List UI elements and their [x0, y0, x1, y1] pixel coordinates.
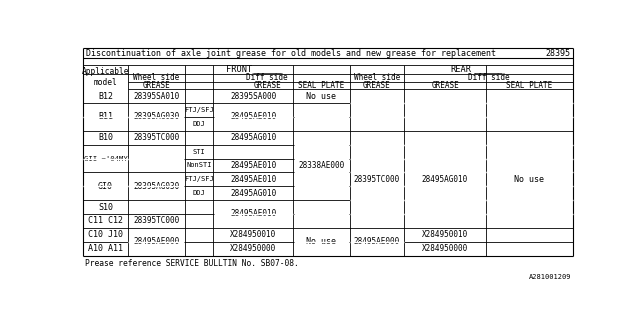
- Text: 28395AG030: 28395AG030: [133, 182, 179, 191]
- Text: X284950000: X284950000: [422, 244, 468, 253]
- Text: 28395: 28395: [545, 49, 571, 58]
- Text: B12: B12: [98, 92, 113, 101]
- Text: B10: B10: [98, 133, 113, 142]
- Text: 28495AG010: 28495AG010: [230, 133, 276, 142]
- Text: S10: S10: [98, 203, 113, 212]
- Text: 28495AE000: 28495AE000: [133, 237, 179, 246]
- Text: SEAL PLATE: SEAL PLATE: [298, 81, 344, 90]
- Text: FTJ/SFJ: FTJ/SFJ: [184, 176, 214, 182]
- Text: GREASE: GREASE: [253, 81, 281, 90]
- Text: DDJ: DDJ: [193, 121, 205, 127]
- Text: Wheel side: Wheel side: [354, 73, 400, 82]
- Text: FRONT: FRONT: [226, 65, 252, 74]
- Text: No use: No use: [307, 237, 337, 246]
- Text: Applicable
model: Applicable model: [82, 67, 129, 87]
- Text: B11: B11: [98, 112, 113, 121]
- Text: GII ~'04MY: GII ~'04MY: [84, 156, 127, 162]
- Text: GI0: GI0: [98, 182, 113, 191]
- Text: No use: No use: [515, 175, 545, 184]
- Text: FTJ/SFJ: FTJ/SFJ: [184, 107, 214, 113]
- Text: SEAL PLATE: SEAL PLATE: [506, 81, 552, 90]
- Text: GREASE: GREASE: [431, 81, 459, 90]
- Text: 28395SA000: 28395SA000: [230, 92, 276, 101]
- Text: 28495AG010: 28495AG010: [422, 175, 468, 184]
- Text: C10 J10: C10 J10: [88, 230, 123, 239]
- Text: 28395SA010: 28395SA010: [133, 92, 179, 101]
- Text: 28338AE000: 28338AE000: [298, 161, 344, 170]
- Text: Discontinuation of axle joint grease for old models and new grease for replaceme: Discontinuation of axle joint grease for…: [86, 49, 496, 58]
- Text: X284950010: X284950010: [230, 230, 276, 239]
- Text: A10 A11: A10 A11: [88, 244, 123, 253]
- Text: NonSTI: NonSTI: [186, 163, 212, 168]
- Text: 28495AE010: 28495AE010: [230, 161, 276, 170]
- Text: 28395TC000: 28395TC000: [133, 216, 179, 225]
- Text: C11 C12: C11 C12: [88, 216, 123, 225]
- Text: X284950010: X284950010: [422, 230, 468, 239]
- Text: DDJ: DDJ: [193, 190, 205, 196]
- Text: Diff side: Diff side: [246, 73, 288, 82]
- Text: 28395TC000: 28395TC000: [354, 175, 400, 184]
- Text: 28495AE000: 28495AE000: [354, 237, 400, 246]
- Text: GREASE: GREASE: [363, 81, 390, 90]
- Text: GREASE: GREASE: [143, 81, 170, 90]
- Text: X284950000: X284950000: [230, 244, 276, 253]
- Text: REAR: REAR: [451, 65, 472, 74]
- Text: A281001209: A281001209: [529, 274, 572, 280]
- Text: Prease reference SERVICE BULLTIN No. SB07-08.: Prease reference SERVICE BULLTIN No. SB0…: [85, 259, 299, 268]
- Text: 28495AE010: 28495AE010: [230, 210, 276, 219]
- Text: 28495AE010: 28495AE010: [230, 112, 276, 121]
- Text: 28395AG030: 28395AG030: [133, 112, 179, 121]
- Text: STI: STI: [193, 148, 205, 155]
- Text: 28395TC000: 28395TC000: [133, 133, 179, 142]
- Text: 28495AG010: 28495AG010: [230, 189, 276, 198]
- Text: Wheel side: Wheel side: [133, 73, 179, 82]
- Text: 28495AE010: 28495AE010: [230, 175, 276, 184]
- Text: No use: No use: [307, 92, 337, 101]
- Text: Diff side: Diff side: [468, 73, 509, 82]
